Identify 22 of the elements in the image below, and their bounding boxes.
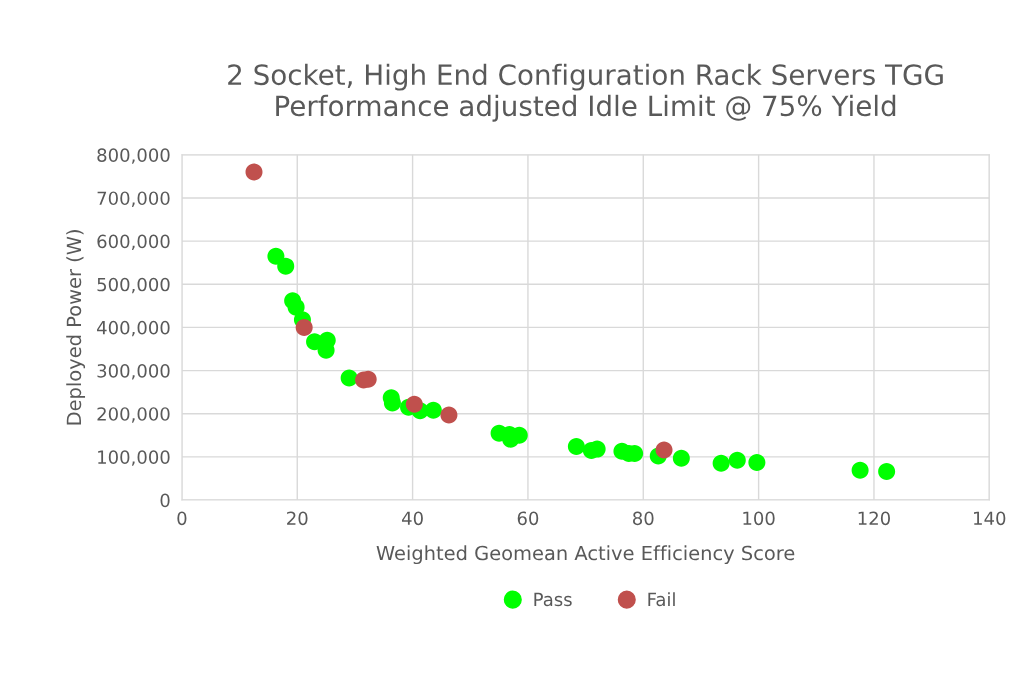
y-tick-label: 600,000 — [97, 234, 170, 251]
legend-label: Fail — [648, 592, 675, 607]
x-tick-label: 40 — [401, 511, 423, 526]
y-tick-label: 100,000 — [98, 450, 170, 466]
x-tick-label: 60 — [517, 511, 539, 526]
y-tick-label: 300,000 — [97, 364, 170, 380]
y-tick-label: 400,000 — [97, 320, 170, 337]
y-tick-label: 800,000 — [97, 148, 170, 164]
y-tick-label: 0 — [160, 493, 170, 508]
x-tick-label: 120 — [858, 511, 890, 526]
x-tick-label: 100 — [743, 511, 775, 526]
y-tick-label: 200,000 — [97, 407, 170, 423]
legend-label: Pass — [534, 592, 572, 607]
x-tick-label: 80 — [633, 511, 654, 526]
x-tick-label: 140 — [974, 511, 1006, 526]
x-tick-label: 20 — [287, 511, 308, 526]
y-tick-label: 500,000 — [97, 277, 170, 294]
chart-title: 2 Socket, High End Configuration Rack Servers TGG Performance adjusted Idle Limit @ 75% Yield — [228, 63, 943, 122]
y-tick-label: 700,000 — [97, 191, 170, 207]
x-tick-label: 0 — [177, 511, 187, 526]
x-axis-title: Weighted Geomean Active Efficiency Score — [376, 545, 795, 565]
y-axis-title: Deployed Power (W) — [66, 230, 86, 425]
